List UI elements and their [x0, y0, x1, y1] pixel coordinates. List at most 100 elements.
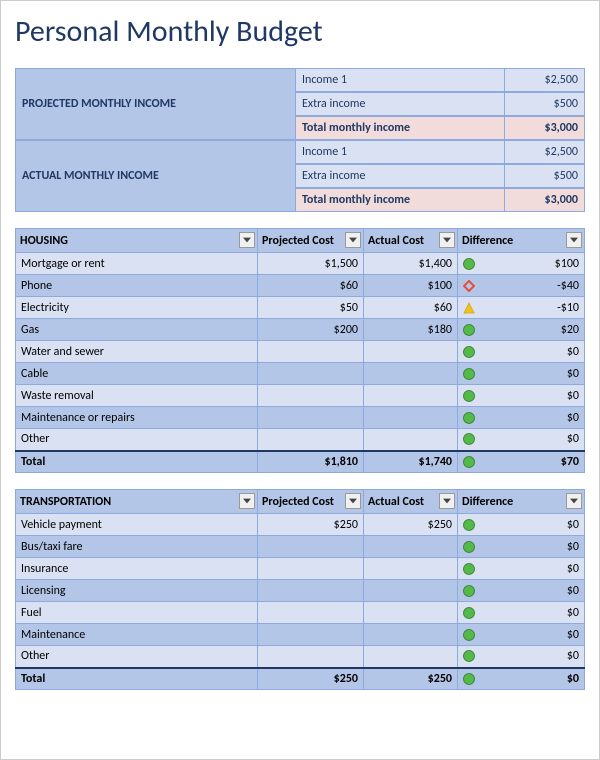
- table-row: Maintenance or repairs$0: [16, 407, 585, 429]
- filter-button[interactable]: [345, 232, 361, 248]
- row-label: Other: [16, 646, 258, 668]
- row-label: Phone: [16, 275, 258, 297]
- row-projected: $50: [258, 297, 364, 319]
- income-row-value: $2,500: [505, 68, 585, 92]
- filter-button[interactable]: [439, 232, 455, 248]
- filter-button[interactable]: [239, 493, 255, 509]
- table-row: Other $0: [16, 429, 585, 451]
- row-label: Vehicle payment: [16, 514, 258, 536]
- income-row-value: $2,500: [505, 140, 585, 164]
- row-difference: $0: [458, 646, 585, 668]
- row-label: Licensing: [16, 580, 258, 602]
- row-difference: $0: [458, 536, 585, 558]
- row-label: Waste removal: [16, 385, 258, 407]
- col-actual[interactable]: Actual Cost: [364, 229, 458, 253]
- row-actual: $60: [364, 297, 458, 319]
- income-label: ACTUAL MONTHLY INCOME: [15, 140, 296, 212]
- row-difference: $0: [458, 429, 585, 451]
- category-header[interactable]: HOUSING: [16, 229, 258, 253]
- row-difference: $0: [458, 514, 585, 536]
- row-projected: [258, 602, 364, 624]
- row-difference: $100: [458, 253, 585, 275]
- income-row-label: Extra income: [296, 92, 505, 116]
- income-total-value: $3,000: [505, 188, 585, 212]
- total-label: Total: [16, 451, 258, 473]
- row-actual: $100: [364, 275, 458, 297]
- row-projected: [258, 429, 364, 451]
- row-actual: [364, 558, 458, 580]
- category-table: HOUSINGProjected CostActual CostDifferen…: [15, 228, 585, 473]
- row-actual: [364, 646, 458, 668]
- row-projected: [258, 407, 364, 429]
- table-row: Water and sewer$0: [16, 341, 585, 363]
- table-row: Insurance$0: [16, 558, 585, 580]
- row-difference: $0: [458, 558, 585, 580]
- row-difference: $0: [458, 385, 585, 407]
- row-projected: [258, 363, 364, 385]
- row-actual: [364, 580, 458, 602]
- row-difference: $20: [458, 319, 585, 341]
- row-label: Bus/taxi fare: [16, 536, 258, 558]
- table-row: Bus/taxi fare $0: [16, 536, 585, 558]
- income-total-value: $3,000: [505, 116, 585, 140]
- filter-button[interactable]: [239, 232, 255, 248]
- table-row: Electricity$50$60-$10: [16, 297, 585, 319]
- table-row: Cable $0: [16, 363, 585, 385]
- page-title: Personal Monthly Budget: [15, 13, 585, 50]
- filter-button[interactable]: [439, 493, 455, 509]
- row-projected: $200: [258, 319, 364, 341]
- col-difference[interactable]: Difference: [458, 490, 585, 514]
- row-label: Gas: [16, 319, 258, 341]
- row-difference: -$10: [458, 297, 585, 319]
- row-actual: [364, 407, 458, 429]
- table-row: Fuel$0: [16, 602, 585, 624]
- row-projected: [258, 341, 364, 363]
- row-label: Fuel: [16, 602, 258, 624]
- categories-section: HOUSINGProjected CostActual CostDifferen…: [15, 228, 585, 690]
- income-row-value: $500: [505, 164, 585, 188]
- col-projected[interactable]: Projected Cost: [258, 490, 364, 514]
- row-projected: [258, 385, 364, 407]
- row-projected: $60: [258, 275, 364, 297]
- row-projected: [258, 580, 364, 602]
- total-row: Total$1,810$1,740$70: [16, 451, 585, 473]
- row-actual: [364, 341, 458, 363]
- row-actual: $180: [364, 319, 458, 341]
- income-row-label: Extra income: [296, 164, 505, 188]
- col-difference[interactable]: Difference: [458, 229, 585, 253]
- col-actual[interactable]: Actual Cost: [364, 490, 458, 514]
- row-label: Cable: [16, 363, 258, 385]
- table-row: Waste removal $0: [16, 385, 585, 407]
- row-actual: $250: [364, 514, 458, 536]
- row-actual: [364, 536, 458, 558]
- row-projected: [258, 646, 364, 668]
- total-projected: $250: [258, 668, 364, 690]
- row-difference: $0: [458, 580, 585, 602]
- table-row: Other $0: [16, 646, 585, 668]
- income-section: PROJECTED MONTHLY INCOMEIncome 1$2,500Ex…: [15, 68, 585, 212]
- filter-button[interactable]: [566, 493, 582, 509]
- category-header[interactable]: TRANSPORTATION: [16, 490, 258, 514]
- total-actual: $250: [364, 668, 458, 690]
- table-row: Vehicle payment$250$250$0: [16, 514, 585, 536]
- total-label: Total: [16, 668, 258, 690]
- table-row: Mortgage or rent$1,500$1,400$100: [16, 253, 585, 275]
- row-label: Water and sewer: [16, 341, 258, 363]
- filter-button[interactable]: [345, 493, 361, 509]
- row-label: Mortgage or rent: [16, 253, 258, 275]
- table-row: Phone$60$100-$40: [16, 275, 585, 297]
- row-label: Maintenance: [16, 624, 258, 646]
- row-label: Maintenance or repairs: [16, 407, 258, 429]
- category-table: TRANSPORTATIONProjected CostActual CostD…: [15, 489, 585, 690]
- total-difference: $0: [458, 668, 585, 690]
- income-label: PROJECTED MONTHLY INCOME: [15, 68, 296, 140]
- row-difference: $0: [458, 363, 585, 385]
- total-actual: $1,740: [364, 451, 458, 473]
- income-total-label: Total monthly income: [296, 188, 505, 212]
- total-difference: $70: [458, 451, 585, 473]
- filter-button[interactable]: [566, 232, 582, 248]
- row-label: Other: [16, 429, 258, 451]
- col-projected[interactable]: Projected Cost: [258, 229, 364, 253]
- row-projected: $250: [258, 514, 364, 536]
- row-difference: $0: [458, 624, 585, 646]
